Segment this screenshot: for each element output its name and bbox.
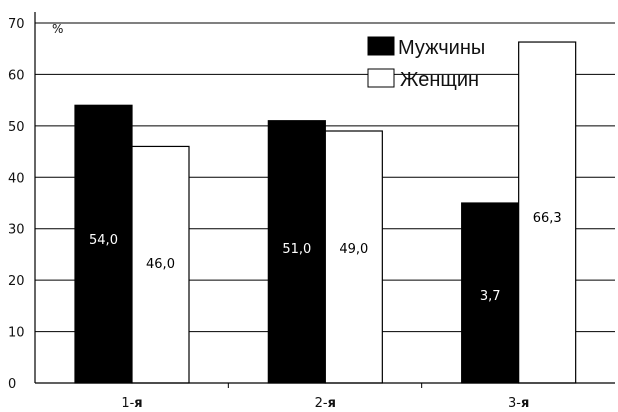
data-label: 3,7 xyxy=(480,289,501,304)
data-label: 51,0 xyxy=(282,242,311,257)
y-tick-label: 0 xyxy=(8,377,16,392)
y-unit-label: % xyxy=(52,22,63,36)
y-tick-labels: 0 10 20 30 40 50 60 70 xyxy=(8,17,25,392)
data-label: 54,0 xyxy=(89,233,118,248)
x-tick-label: 1-я xyxy=(121,396,142,411)
bar xyxy=(267,120,326,384)
bar xyxy=(131,145,190,384)
bars xyxy=(74,41,577,384)
bar xyxy=(518,41,577,384)
y-tick-label: 70 xyxy=(8,17,25,32)
bar xyxy=(324,130,383,384)
data-label: 66,3 xyxy=(533,211,562,226)
axes xyxy=(34,12,615,384)
legend-label-female: Женщин xyxy=(400,69,479,91)
y-tick-label: 10 xyxy=(8,326,25,341)
legend-label-male: Мужчины xyxy=(398,37,485,59)
y-tick-label: 60 xyxy=(8,68,25,83)
data-label: 46,0 xyxy=(146,257,175,272)
y-tick-label: 30 xyxy=(8,223,25,238)
x-tick-label: 3-я xyxy=(508,396,529,411)
x-category-labels: 1-я 2-я 3-я xyxy=(121,383,529,411)
y-tick-label: 50 xyxy=(8,120,25,135)
data-labels: 54,0 46,0 51,0 49,0 3,7 66,3 xyxy=(89,211,562,304)
x-tick-label: 2-я xyxy=(315,396,336,411)
bar xyxy=(461,202,520,384)
y-tick-label: 40 xyxy=(8,171,25,186)
data-label: 49,0 xyxy=(339,242,368,257)
legend: Мужчины Женщин xyxy=(367,36,485,91)
legend-swatch-female xyxy=(367,68,395,88)
legend-swatch-male xyxy=(367,36,395,56)
y-tick-label: 20 xyxy=(8,274,25,289)
